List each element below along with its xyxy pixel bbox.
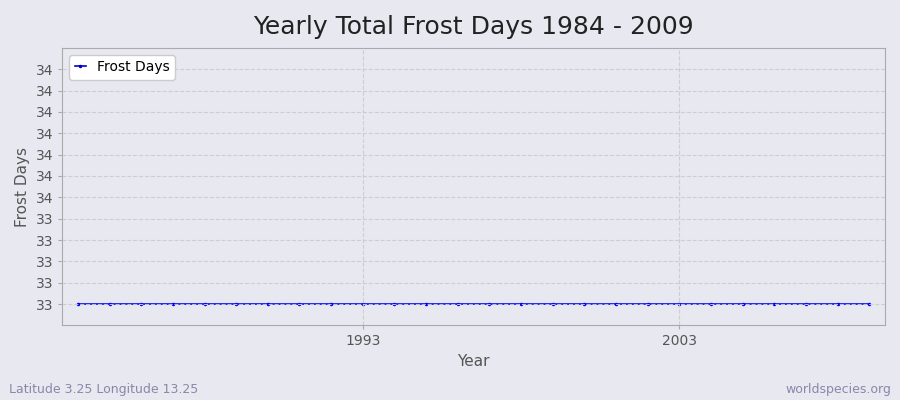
- Frost Days: [167, 302, 178, 306]
- Frost Days: [136, 302, 147, 306]
- X-axis label: Year: Year: [457, 354, 490, 369]
- Title: Yearly Total Frost Days 1984 - 2009: Yearly Total Frost Days 1984 - 2009: [253, 15, 694, 39]
- Frost Days: [389, 302, 400, 306]
- Frost Days: [484, 302, 495, 306]
- Frost Days: [230, 302, 241, 306]
- Frost Days: [643, 302, 653, 306]
- Frost Days: [420, 302, 431, 306]
- Text: Latitude 3.25 Longitude 13.25: Latitude 3.25 Longitude 13.25: [9, 383, 198, 396]
- Frost Days: [864, 302, 875, 306]
- Line: Frost Days: Frost Days: [76, 302, 871, 306]
- Frost Days: [674, 302, 685, 306]
- Frost Days: [610, 302, 621, 306]
- Frost Days: [453, 302, 464, 306]
- Frost Days: [326, 302, 337, 306]
- Frost Days: [199, 302, 210, 306]
- Frost Days: [294, 302, 305, 306]
- Frost Days: [516, 302, 526, 306]
- Frost Days: [737, 302, 748, 306]
- Frost Days: [73, 302, 84, 306]
- Frost Days: [769, 302, 779, 306]
- Frost Days: [706, 302, 716, 306]
- Frost Days: [832, 302, 843, 306]
- Y-axis label: Frost Days: Frost Days: [15, 147, 30, 227]
- Frost Days: [547, 302, 558, 306]
- Frost Days: [579, 302, 590, 306]
- Frost Days: [263, 302, 274, 306]
- Legend: Frost Days: Frost Days: [69, 55, 176, 80]
- Frost Days: [357, 302, 368, 306]
- Text: worldspecies.org: worldspecies.org: [785, 383, 891, 396]
- Frost Days: [800, 302, 811, 306]
- Frost Days: [104, 302, 115, 306]
